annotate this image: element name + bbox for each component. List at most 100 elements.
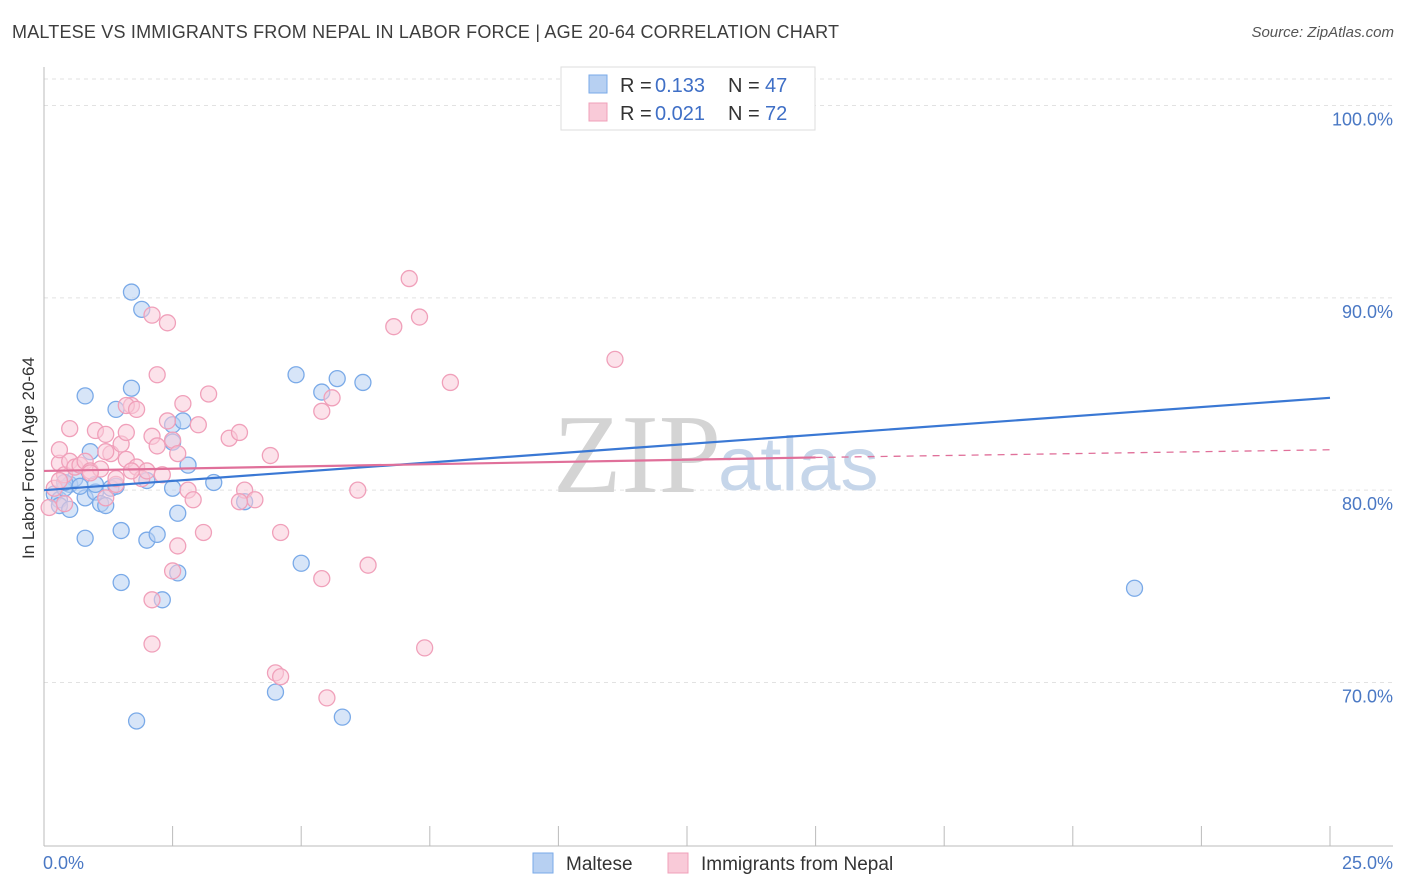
legend-n-label-nepal: N =	[728, 103, 760, 125]
nepal-point-14	[97, 425, 115, 444]
nepal-point-32	[184, 491, 202, 509]
nepal-point-52	[158, 314, 177, 332]
trend-lines	[43, 396, 1331, 492]
maltese-point-43	[1125, 579, 1144, 597]
maltese-point-23	[174, 412, 192, 430]
maltese-point-27	[112, 521, 130, 540]
nepal-point-29	[169, 444, 187, 463]
bottom-legend-swatch-maltese	[532, 852, 554, 874]
y-tick-labels: 100.0% 90.0% 80.0% 70.0%	[1332, 109, 1393, 706]
nepal-point-58	[143, 635, 161, 653]
legend-swatch-nepal	[588, 102, 608, 122]
nepal-point-18	[117, 423, 135, 442]
gridlines	[44, 78, 1393, 684]
legend-r-label-maltese: R =	[620, 75, 652, 97]
y-tick-label-1: 90.0%	[1342, 302, 1393, 322]
legend-swatch-maltese	[588, 74, 608, 94]
nepal-point-51	[143, 306, 161, 324]
legend-r-value-maltese: 0.133	[655, 75, 705, 97]
maltese-trend-line	[43, 396, 1331, 492]
nepal-point-25	[148, 437, 166, 455]
maltese-point-16	[122, 379, 141, 397]
nepal-point-68	[55, 494, 74, 513]
legend-n-label-maltese: N =	[728, 75, 760, 97]
legend: R = 0.133 N = 47 R = 0.021 N = 72	[560, 66, 816, 131]
maltese-point-41	[127, 712, 146, 730]
nepal-point-33	[189, 416, 207, 434]
nepal-point-70	[50, 471, 69, 490]
chart-source: Source: ZipAtlas.com	[1251, 24, 1394, 41]
y-axis-label: In Labor Force | Age 20-64	[19, 357, 38, 559]
nepal-point-7	[61, 419, 79, 438]
watermark-zip: ZIP	[553, 393, 721, 517]
nepal-point-65	[127, 400, 146, 419]
nepal-point-42	[313, 402, 331, 420]
nepal-point-37	[230, 423, 249, 442]
nepal-point-30	[174, 394, 192, 413]
nepal-point-13	[97, 489, 115, 507]
maltese-point-30	[76, 529, 94, 547]
nepal-point-0	[40, 498, 58, 517]
nepal-point-54	[97, 443, 115, 461]
watermark: ZIP atlas	[553, 393, 879, 517]
nepal-point-49	[441, 373, 460, 392]
nepal-point-39	[246, 491, 264, 509]
maltese-point-31	[112, 573, 130, 592]
nepal-point-61	[271, 668, 290, 686]
legend-r-value-nepal: 0.021	[655, 103, 705, 125]
nepal-point-45	[359, 556, 377, 574]
maltese-point-29	[148, 525, 166, 544]
axes	[43, 67, 1393, 847]
maltese-point-42	[333, 708, 352, 726]
nepal-point-50	[606, 350, 624, 369]
legend-n-value-nepal: 72	[765, 103, 787, 125]
nepal-point-34	[199, 385, 218, 403]
maltese-point-26	[169, 504, 187, 522]
nepal-point-66	[81, 464, 99, 482]
nepal-point-41	[271, 523, 290, 542]
nepal-trend-line	[43, 456, 816, 473]
nepal-point-63	[416, 639, 434, 657]
maltese-point-38	[354, 373, 372, 392]
nepal-point-56	[163, 562, 182, 580]
nepal-point-71	[230, 493, 249, 511]
chart-title: MALTESE VS IMMIGRANTS FROM NEPAL IN LABO…	[12, 22, 840, 42]
bottom-legend: Maltese Immigrants from Nepal	[532, 852, 893, 875]
maltese-point-39	[292, 554, 310, 572]
x-tick-label-max: 25.0%	[1342, 853, 1393, 873]
nepal-point-3	[50, 441, 69, 459]
nepal-point-48	[410, 308, 429, 326]
maltese-point-17	[122, 283, 141, 301]
nepal-point-69	[122, 462, 141, 480]
nepal-point-55	[169, 537, 187, 555]
nepal-point-59	[313, 569, 331, 588]
nepal-point-57	[143, 591, 161, 609]
x-tick-label-min: 0.0%	[43, 853, 84, 873]
nepal-points	[40, 269, 624, 707]
legend-r-label-nepal: R =	[620, 103, 652, 125]
nepal-point-44	[349, 481, 367, 499]
nepal-point-53	[148, 366, 166, 384]
nepal-point-43	[323, 389, 341, 407]
bottom-legend-swatch-nepal	[667, 852, 689, 874]
watermark-atlas: atlas	[718, 422, 879, 507]
nepal-trend-line-extension	[815, 449, 1331, 459]
nepal-point-26	[153, 466, 171, 484]
y-tick-label-3: 70.0%	[1342, 687, 1393, 707]
nepal-point-62	[318, 689, 336, 707]
maltese-point-35	[287, 366, 305, 384]
maltese-point-20	[163, 479, 182, 497]
nepal-point-40	[261, 446, 279, 465]
bottom-legend-label-nepal: Immigrants from Nepal	[701, 854, 893, 875]
maltese-point-40	[266, 683, 285, 701]
nepal-point-35	[194, 523, 213, 542]
nepal-point-23	[138, 462, 156, 480]
legend-n-value-maltese: 47	[765, 75, 787, 97]
maltese-point-14	[76, 387, 94, 405]
nepal-point-47	[400, 269, 418, 288]
maltese-point-37	[328, 369, 346, 388]
bottom-legend-label-maltese: Maltese	[566, 854, 633, 875]
nepal-point-27	[158, 412, 177, 430]
nepal-point-46	[385, 318, 403, 336]
